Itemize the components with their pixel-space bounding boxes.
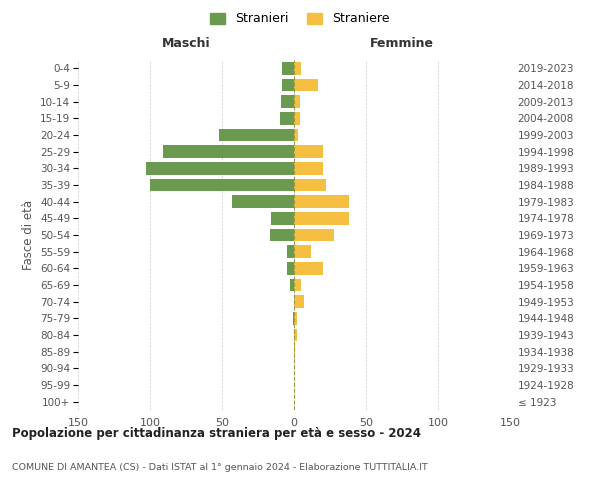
Bar [293,312,294,324]
Text: Popolazione per cittadinanza straniera per età e sesso - 2024: Popolazione per cittadinanza straniera p… [12,428,421,440]
Bar [294,246,311,258]
Text: COMUNE DI AMANTEA (CS) - Dati ISTAT al 1° gennaio 2024 - Elaborazione TUTTITALIA: COMUNE DI AMANTEA (CS) - Dati ISTAT al 1… [12,462,428,471]
Bar [294,112,300,124]
Bar [294,146,323,158]
Bar [281,96,294,108]
Text: Femmine: Femmine [370,36,434,50]
Bar [283,62,294,74]
Bar [294,129,298,141]
Bar [280,112,294,124]
Bar [294,262,323,274]
Bar [287,246,294,258]
Bar [294,279,301,291]
Bar [287,262,294,274]
Legend: Stranieri, Straniere: Stranieri, Straniere [206,8,394,29]
Text: Maschi: Maschi [161,36,211,50]
Bar [283,79,294,92]
Bar [294,62,301,74]
Bar [269,229,294,241]
Bar [219,129,294,141]
Bar [290,279,294,291]
Bar [294,179,326,192]
Bar [294,79,319,92]
Y-axis label: Fasce di età: Fasce di età [22,200,35,270]
Bar [163,146,294,158]
Bar [150,179,294,192]
Bar [294,312,297,324]
Bar [294,196,349,208]
Bar [294,212,349,224]
Bar [271,212,294,224]
Bar [294,162,323,174]
Bar [146,162,294,174]
Bar [294,296,304,308]
Bar [294,346,295,358]
Bar [294,229,334,241]
Bar [294,96,300,108]
Bar [294,329,297,341]
Bar [232,196,294,208]
